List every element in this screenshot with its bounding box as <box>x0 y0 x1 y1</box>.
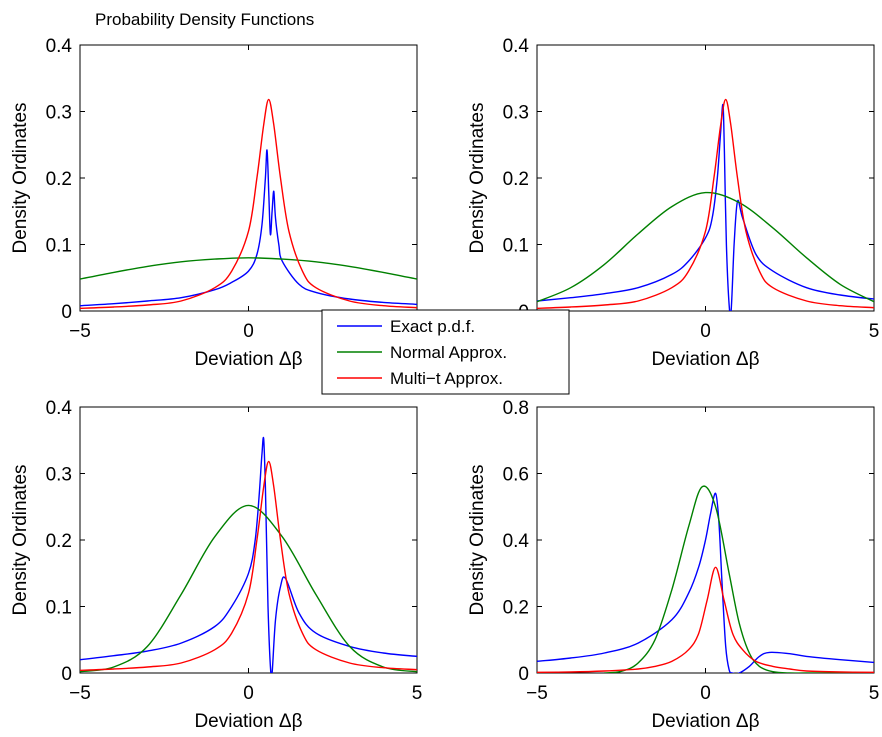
series-line-normal <box>604 485 874 673</box>
y-tick-label: 0.2 <box>503 169 529 190</box>
y-tick-label: 0 <box>61 302 72 323</box>
plot-frame <box>79 406 418 674</box>
y-tick-label: 0.4 <box>46 36 73 57</box>
y-tick-label: 0 <box>61 664 72 685</box>
y-tick-label: 0.1 <box>503 236 529 257</box>
y-tick-label: 0.1 <box>46 236 72 257</box>
y-tick-label: 0.3 <box>46 103 72 124</box>
series-line-exact <box>80 436 417 673</box>
series-line-multit <box>537 566 874 673</box>
series-line-multit <box>80 460 417 671</box>
x-tick-label: −5 <box>69 683 91 704</box>
y-tick-label: 0.4 <box>503 36 530 57</box>
y-tick-label: 0.6 <box>503 465 529 486</box>
series-line-normal <box>537 191 874 303</box>
y-axis-label: Density Ordinates <box>10 102 31 253</box>
legend-item-multit: Multi−t Approx. <box>337 369 503 388</box>
series-lines <box>537 485 874 673</box>
y-tick-label: 0.4 <box>503 531 530 552</box>
series-line-exact <box>537 103 874 311</box>
legend-item-normal: Normal Approx. <box>337 343 507 362</box>
series-line-normal <box>80 504 417 673</box>
plot-frame <box>79 44 418 312</box>
legend-item-exact: Exact p.d.f. <box>337 317 475 336</box>
series-line-normal <box>80 257 417 280</box>
series-lines <box>537 98 874 311</box>
y-tick-label: 0.2 <box>503 598 529 619</box>
x-tick-label: 0 <box>700 321 711 342</box>
legend-label-normal: Normal Approx. <box>390 343 507 362</box>
x-tick-label: 5 <box>869 321 880 342</box>
legend-label-multit: Multi−t Approx. <box>390 369 503 388</box>
series-lines <box>80 436 417 673</box>
y-axis-label: Density Ordinates <box>10 464 31 615</box>
x-tick-label: 0 <box>243 683 254 704</box>
x-tick-label: −5 <box>69 321 91 342</box>
y-axis-label: Density Ordinates <box>467 102 488 253</box>
series-line-multit <box>80 98 417 309</box>
y-tick-label: 0.2 <box>46 169 72 190</box>
x-axis-label: Deviation Δβ <box>651 349 759 370</box>
x-tick-label: 5 <box>412 683 423 704</box>
x-axis-label: Deviation Δβ <box>651 711 759 732</box>
y-tick-label: 0.8 <box>503 398 529 419</box>
series-lines <box>80 98 417 309</box>
x-tick-label: −5 <box>526 683 548 704</box>
figure-title: Probability Density Functions <box>95 10 314 29</box>
x-tick-label: 0 <box>700 683 711 704</box>
y-tick-label: 0.3 <box>503 103 529 124</box>
y-tick-label: 0.3 <box>46 465 72 486</box>
legend: Exact p.d.f. Normal Approx. Multi−t Appr… <box>321 309 570 395</box>
y-tick-label: 0.2 <box>46 531 72 552</box>
x-tick-label: 5 <box>869 683 880 704</box>
x-tick-label: 0 <box>243 321 254 342</box>
y-tick-label: 0 <box>518 664 529 685</box>
x-axis-label: Deviation Δβ <box>194 349 302 370</box>
x-axis-label: Deviation Δβ <box>194 711 302 732</box>
y-tick-label: 0.4 <box>46 398 73 419</box>
y-tick-label: 0.1 <box>46 598 72 619</box>
legend-label-exact: Exact p.d.f. <box>390 317 475 336</box>
series-line-multit <box>537 98 874 309</box>
y-axis-label: Density Ordinates <box>467 464 488 615</box>
